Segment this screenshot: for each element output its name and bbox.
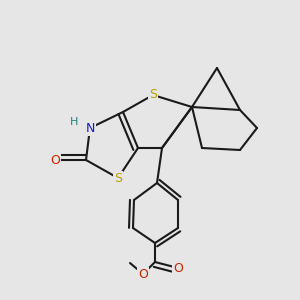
Text: H: H xyxy=(70,117,78,127)
Text: O: O xyxy=(138,268,148,281)
Text: O: O xyxy=(50,154,60,166)
Text: S: S xyxy=(149,88,157,101)
Text: N: N xyxy=(85,122,95,134)
Text: S: S xyxy=(114,172,122,184)
Text: O: O xyxy=(173,262,183,275)
